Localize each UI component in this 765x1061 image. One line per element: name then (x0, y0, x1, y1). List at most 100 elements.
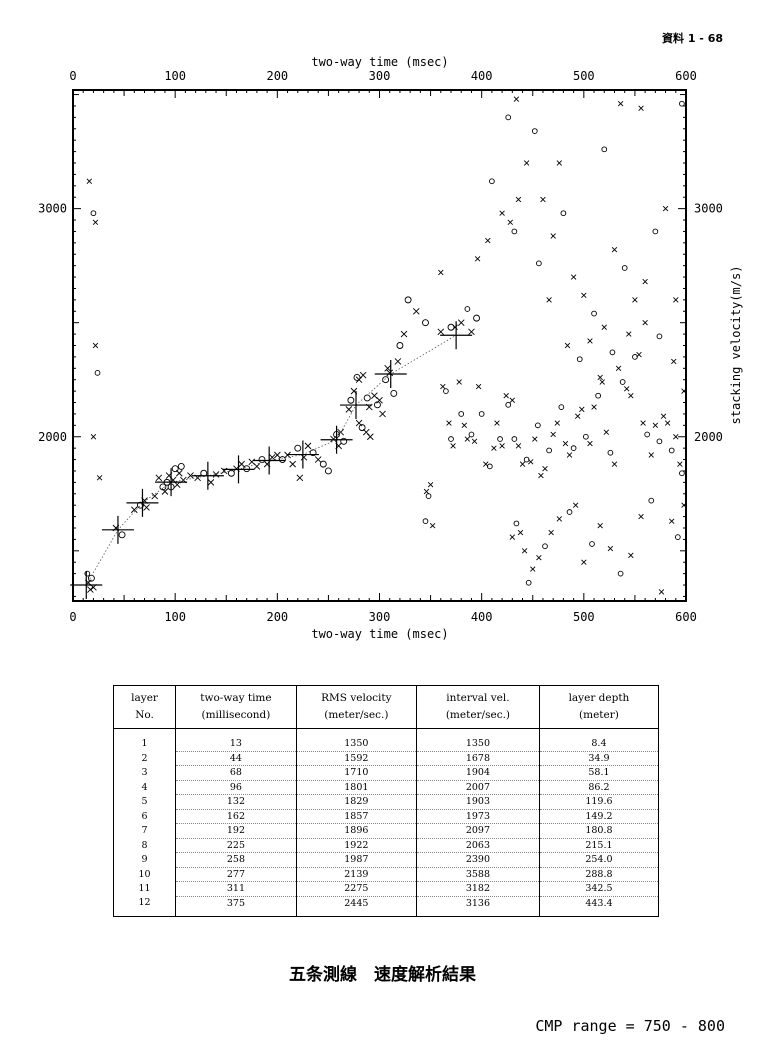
data-point-cross (546, 297, 552, 303)
data-point-cross (499, 443, 505, 449)
data-point-circle (648, 497, 655, 504)
data-point-circle (278, 456, 286, 464)
data-point-cross (475, 383, 482, 390)
data-point-cross (642, 319, 648, 326)
x-tick-label: 400 (471, 610, 493, 624)
data-point-circle (511, 436, 518, 442)
table-row: 5 132 1829 1903 119.6 (112, 794, 660, 810)
data-point-cross (542, 465, 548, 472)
data-point-cross (143, 504, 150, 511)
data-point-cross (359, 371, 367, 379)
table-cell-time: 311 (175, 881, 297, 897)
data-point-circle (644, 431, 651, 438)
table-cell-time: 162 (175, 809, 297, 824)
data-point-cross (366, 433, 374, 441)
data-point-cross (207, 479, 215, 486)
data-point-circle (473, 314, 481, 322)
data-point-cross (597, 523, 603, 529)
data-point-cross (652, 422, 659, 429)
data-point-cross (517, 529, 524, 536)
data-point-cross (607, 545, 614, 552)
data-point-cross (603, 429, 610, 435)
x-tick-label: 100 (164, 69, 186, 83)
header-layer-depth: layer depth (meter) (538, 685, 660, 729)
table-cell-layer: 4 (112, 780, 177, 795)
data-point-circle (464, 306, 471, 312)
data-point-circle (177, 462, 185, 470)
velocity-pick-cross (253, 446, 286, 475)
table-cell-depth: 443.4 (538, 896, 660, 917)
data-point-cross (562, 440, 569, 447)
data-point-circle (668, 447, 675, 454)
table-cell-depth: 86.2 (538, 780, 660, 795)
table-row: 3 68 1710 1904 58.1 (112, 765, 660, 781)
y-tick-label: 3000 (38, 202, 67, 216)
data-point-circle (404, 296, 412, 304)
data-point-cross (471, 438, 478, 445)
data-point-cross (550, 431, 556, 438)
data-point-circle (171, 465, 179, 473)
table-row: 6 162 1857 1973 149.2 (112, 809, 660, 824)
table-cell-depth: 288.8 (538, 867, 660, 882)
data-point-cross (550, 233, 556, 239)
velocity-pick-cross (70, 571, 103, 600)
table-cell-depth: 342.5 (538, 881, 660, 897)
top-x-axis-label: two-way time (msec) (311, 55, 448, 69)
table-cell-layer: 6 (112, 809, 177, 824)
velocity-pick-cross (191, 461, 224, 490)
table-cell-depth: 8.4 (538, 728, 660, 752)
table-cell-time: 132 (175, 794, 297, 810)
data-point-cross (628, 392, 634, 399)
data-point-cross (509, 534, 516, 540)
data-point-cross (628, 552, 634, 559)
data-point-cross (485, 237, 491, 244)
y-tick-label: 3000 (694, 202, 723, 216)
table-cell-layer: 7 (112, 823, 177, 838)
table-row: 9 258 1987 2390 254.0 (112, 852, 660, 868)
data-point-cross (86, 178, 93, 184)
data-point-cross (155, 474, 163, 482)
data-point-cross (268, 453, 276, 461)
velocity-pick-cross (440, 321, 473, 350)
data-point-cross (494, 420, 500, 426)
data-point-cross (564, 342, 571, 349)
data-point-circle (90, 210, 97, 217)
data-point-cross (515, 196, 522, 203)
x-tick-label: 300 (369, 610, 391, 624)
data-point-cross (662, 205, 669, 212)
data-point-circle (531, 128, 538, 134)
data-point-cross (615, 365, 622, 372)
table-cell-depth: 119.6 (538, 794, 660, 810)
data-point-circle (601, 146, 608, 153)
table-cell-layer: 2 (112, 751, 177, 766)
table-cell-layer: 3 (112, 765, 177, 780)
data-point-cross (673, 434, 679, 440)
data-point-cross (671, 358, 677, 365)
data-point-cross (587, 440, 593, 447)
y-axis-label: stacking velocity(m/s) (729, 266, 743, 425)
data-point-circle (347, 396, 355, 404)
table-cell-layer: 1 (112, 728, 177, 751)
data-point-circle (358, 424, 366, 432)
data-point-circle (679, 470, 685, 477)
data-point-cross (400, 330, 408, 338)
data-point-cross (296, 474, 304, 482)
data-point-cross (461, 422, 468, 429)
data-point-circle (566, 509, 573, 515)
data-point-cross (92, 342, 99, 349)
data-point-cross (474, 256, 481, 262)
data-point-circle (558, 404, 565, 410)
data-point-circle (542, 543, 548, 550)
data-point-circle (458, 411, 465, 417)
data-point-cross (632, 297, 638, 303)
data-point-cross (96, 475, 103, 481)
table-cell-rms: 2275 (295, 881, 417, 897)
data-point-cross (151, 492, 159, 500)
x-tick-label: 600 (675, 69, 697, 83)
data-point-circle (447, 323, 455, 331)
data-point-circle (136, 501, 144, 509)
data-point-cross (540, 196, 546, 203)
data-point-circle (497, 436, 503, 442)
data-point-cross (507, 219, 513, 226)
data-point-circle (468, 431, 475, 438)
